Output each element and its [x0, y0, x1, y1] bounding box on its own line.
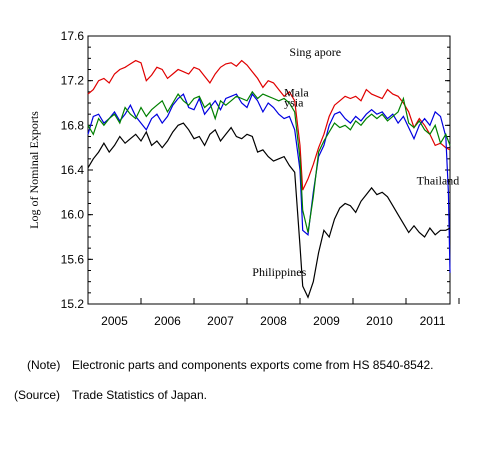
y-axis-title: Log of Nominal Exports — [27, 111, 41, 229]
chart: 17.6 17.2 16.8 16.4 16.0 15.6 15.2 2005 2006 2007… — [27, 29, 460, 328]
x-tick-label: 2007 — [207, 314, 234, 328]
y-tick-label: 16.4 — [61, 163, 85, 177]
x-tick-label: 2006 — [154, 314, 181, 328]
source-tag: (Source) — [14, 388, 61, 402]
source-text: Trade Statistics of Japan. — [72, 388, 207, 402]
x-tick-label: 2011 — [420, 314, 446, 328]
series-annotation: ysia — [284, 95, 304, 109]
note-text: Electronic parts and components exports … — [72, 358, 434, 372]
note-row: (Note) Electronic parts and components e… — [0, 358, 500, 374]
series-annotation: Philippines — [252, 265, 306, 279]
x-tick-label: 2008 — [260, 314, 287, 328]
note-tag: (Note) — [27, 358, 61, 372]
y-tick-label: 16.0 — [61, 208, 85, 222]
x-tick-label: 2005 — [101, 314, 128, 328]
series-line-thailand — [87, 90, 451, 233]
series-line-malaysia — [87, 92, 451, 273]
series-annotation: Sing apore — [289, 45, 341, 59]
series-line-philippines — [87, 122, 451, 299]
x-tick-label: 2010 — [366, 314, 393, 328]
y-tick-label: 17.2 — [61, 74, 85, 88]
y-tick-label: 15.6 — [61, 252, 85, 266]
x-tick-label: 2009 — [313, 314, 340, 328]
source-row: (Source) Trade Statistics of Japan. — [0, 388, 500, 404]
y-tick-label: 16.8 — [61, 118, 85, 132]
series-annotation: Thailand — [417, 174, 460, 188]
y-tick-label: 17.6 — [61, 29, 85, 43]
series-annotation: Mala — [284, 85, 309, 99]
series-line-singapore — [87, 59, 451, 191]
plot-frame — [87, 35, 451, 305]
y-tick-label: 15.2 — [61, 297, 85, 311]
chart-svg: 17.6 17.2 16.8 16.4 16.0 15.6 15.2 2005 2006 2007… — [27, 29, 460, 328]
